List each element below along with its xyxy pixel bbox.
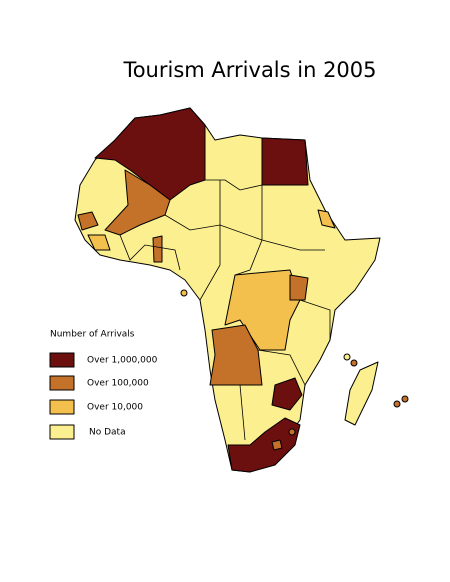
legend-swatch: [49, 352, 75, 368]
island: [180, 289, 188, 297]
angola: [209, 324, 263, 386]
south-africa: [227, 417, 301, 473]
border: [205, 179, 263, 191]
border: [299, 299, 331, 340]
egypt: [261, 137, 309, 186]
legend-label: Over 1,000,000: [87, 356, 158, 366]
legend-swatch: [49, 424, 75, 440]
legend-swatch: [49, 375, 75, 391]
island: [393, 400, 401, 408]
border: [239, 384, 246, 441]
madagascar: [344, 361, 379, 426]
legend-title: Number of Arrivals: [50, 330, 135, 340]
legend-label: No Data: [89, 428, 126, 438]
island: [288, 428, 296, 436]
legend-label: Over 10,000: [87, 403, 143, 413]
senegal: [77, 211, 99, 231]
border: [257, 349, 306, 386]
border: [164, 214, 325, 251]
mali: [104, 169, 171, 236]
africa-map: [74, 107, 409, 473]
legend: Number of Arrivals Over 1,000,000 Over 1…: [49, 330, 158, 440]
map-title: Tourism Arrivals in 2005: [122, 58, 376, 82]
uganda: [289, 274, 309, 301]
guinea: [87, 234, 111, 251]
lesotho: [271, 439, 283, 451]
border: [234, 138, 263, 276]
legend-swatch: [49, 399, 75, 415]
burkina: [152, 235, 163, 263]
border: [199, 180, 221, 301]
legend-label: Over 100,000: [87, 379, 149, 389]
island: [401, 395, 409, 403]
island: [343, 353, 351, 361]
eritrea: [317, 209, 336, 229]
border: [119, 234, 181, 271]
island: [350, 359, 358, 367]
zimbabwe: [271, 377, 303, 411]
